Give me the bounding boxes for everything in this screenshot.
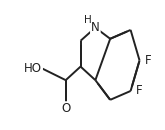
Text: N: N [91,21,100,34]
Text: O: O [61,102,70,115]
Text: F: F [145,54,151,67]
Text: H: H [84,15,92,25]
Text: F: F [136,84,142,98]
Text: HO: HO [24,62,42,75]
